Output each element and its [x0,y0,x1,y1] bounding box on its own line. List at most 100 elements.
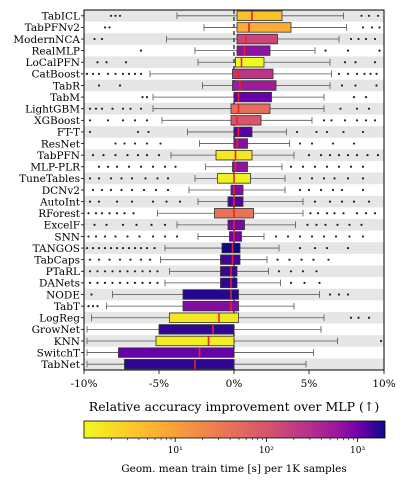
outlier-point [88,119,92,122]
outlier-point [357,316,360,319]
outlier-point [97,246,101,250]
iqr-box [236,10,283,21]
box-catboost [85,68,378,80]
outlier-point [327,258,330,261]
y-tick-label: TabM [50,92,80,104]
outlier-point [159,142,162,145]
iqr-box [229,231,242,242]
outlier-point [346,177,350,180]
y-tick-label: DANets [39,278,80,290]
outlier-point [361,235,365,238]
outlier-point [141,270,144,273]
colorbar-tick-label: 10³ [350,446,365,456]
outlier-point [115,165,119,168]
x-tick-label: 0% [226,378,243,390]
outlier-point [109,14,113,17]
outlier-point [312,258,315,261]
box-tabcaps [88,254,330,265]
outlier-point [298,235,302,238]
outlier-point [324,49,327,52]
outlier-point [118,14,122,17]
outlier-point [96,305,99,308]
outlier-point [96,270,99,273]
outlier-point [337,72,341,75]
outlier-point [303,281,306,285]
outlier-point [118,84,122,87]
outlier-point [313,246,317,250]
outlier-point [373,61,377,64]
outlier-point [325,130,329,134]
outlier-point [135,223,138,226]
outlier-point [157,154,161,157]
outlier-point [103,26,107,29]
outlier-point [325,165,329,168]
y-tick-label: CatBoost [32,69,81,81]
outlier-point [139,258,143,261]
outlier-point [88,270,92,273]
box-tabm [141,91,368,103]
outlier-point [108,26,111,29]
colorbar-tick-label: 10¹ [168,446,183,456]
outlier-point [106,119,110,122]
outlier-point [163,235,167,238]
outlier-point [96,61,99,64]
outlier-point [114,235,117,238]
outlier-point [114,72,117,75]
outlier-point [375,84,378,87]
outlier-point [121,107,125,110]
y-tick-label: MLP-PLR [30,162,81,174]
outlier-point [97,165,101,168]
outlier-point [156,281,159,285]
outlier-point [322,235,326,238]
outlier-point [379,339,383,343]
iqr-box [182,300,239,312]
outlier-point [111,281,114,285]
y-tick-label: ExcelF [44,220,80,232]
outlier-point [373,119,377,122]
iqr-box [235,57,265,68]
outlier-point [148,281,152,285]
y-tick-labels: TabICLTabPFNv2ModernNCARealMLPLoCalPFNCa… [13,11,84,371]
outlier-point [166,177,170,180]
outlier-point [127,72,131,75]
outlier-point [118,258,122,261]
outlier-point [103,281,107,285]
outlier-point [364,95,368,99]
box-node [90,289,350,300]
outlier-point [132,212,135,215]
outlier-point [330,119,333,122]
outlier-point [298,188,302,192]
outlier-point [340,200,344,203]
outlier-point [142,188,146,192]
outlier-point [148,270,152,273]
outlier-point [337,165,341,168]
outlier-point [310,142,314,145]
outlier-point [97,84,101,87]
outlier-point [88,177,92,180]
outlier-point [97,177,101,180]
iqr-box [220,266,238,277]
outlier-point [354,61,357,64]
outlier-point [310,235,314,238]
outlier-point [298,142,302,145]
box-ft-t [88,126,365,138]
outlier-point [369,72,372,75]
y-tick-label: KNN [54,336,80,348]
colorbar-ticks: 10¹ 10² 10³ [111,438,365,456]
box-xgboost [88,115,377,126]
outlier-point [307,188,311,192]
outlier-point [306,223,309,226]
y-tick-label: RealMLP [31,45,80,57]
outlier-point [88,258,92,261]
box-lightgbm [88,103,371,114]
outlier-point [111,107,114,110]
x-tick-label: -5% [149,378,169,390]
iqr-box [227,219,245,231]
outlier-point [145,119,149,122]
box-grownet [86,324,322,335]
outlier-point [315,223,318,226]
outlier-point [93,223,96,226]
y-tick-label: LoCalPFN [26,57,80,69]
outlier-point [100,37,104,41]
